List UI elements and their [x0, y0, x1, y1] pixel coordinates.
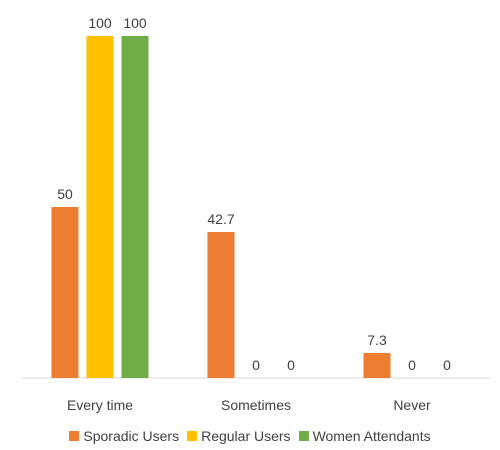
bar-chart: 50 100 100 Every time 42.7 0 0 Sometimes 7.3 0 0 Ne…	[22, 15, 490, 413]
data-label-sporadic-users-every-time: 50	[57, 186, 73, 202]
bar-sporadic-users-sometimes	[207, 232, 235, 378]
legend-label-sporadic-users: Sporadic Users	[83, 428, 180, 444]
legend-item-regular-users: Regular Users	[187, 428, 291, 444]
legend-swatch-regular-users	[187, 431, 198, 441]
data-label-women-attendants-every-time: 100	[123, 15, 147, 31]
data-label-regular-users-every-time: 100	[88, 15, 112, 31]
legend-swatch-women-attendants	[298, 431, 309, 441]
data-label-sporadic-users-never: 7.3	[367, 332, 387, 348]
legend-label-women-attendants: Women Attendants	[312, 428, 431, 444]
legend: Sporadic Users Regular Users Women Atten…	[0, 428, 500, 444]
legend-swatch-sporadic-users	[69, 431, 80, 441]
data-label-regular-users-never: 0	[408, 357, 416, 373]
bar-regular-users-every-time	[86, 36, 114, 378]
x-tick-label-never: Never	[393, 397, 431, 413]
data-label-regular-users-sometimes: 0	[252, 357, 260, 373]
legend-item-women-attendants: Women Attendants	[298, 428, 431, 444]
legend-item-sporadic-users: Sporadic Users	[69, 428, 179, 444]
bar-sporadic-users-never	[363, 353, 391, 378]
x-tick-label-every-time: Every time	[67, 397, 133, 413]
legend-label-regular-users: Regular Users	[201, 428, 291, 444]
x-tick-label-sometimes: Sometimes	[221, 397, 291, 413]
bar-sporadic-users-every-time	[51, 207, 79, 378]
data-label-women-attendants-never: 0	[443, 357, 451, 373]
data-label-women-attendants-sometimes: 0	[287, 357, 295, 373]
data-label-sporadic-users-sometimes: 42.7	[207, 211, 234, 227]
bar-women-attendants-every-time	[121, 36, 149, 378]
